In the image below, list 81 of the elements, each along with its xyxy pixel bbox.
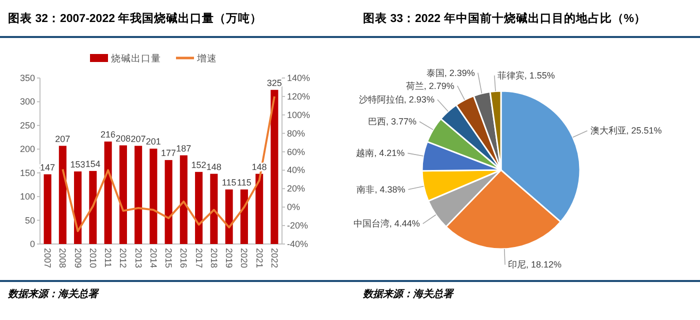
x-tick-label: 2015 xyxy=(164,248,174,268)
x-tick-label: 2018 xyxy=(208,248,219,268)
bar xyxy=(164,160,172,244)
y2-tick-label: 40% xyxy=(287,165,306,176)
slice-label: 印尼, 18.12% xyxy=(508,260,562,270)
chart-title: 图表 32：2007-2022 年我国烧碱出口量（万吨） xyxy=(8,11,262,25)
y-tick-label: 150 xyxy=(20,168,35,178)
x-tick-label: 2014 xyxy=(148,248,158,268)
data-label: 147 xyxy=(40,162,56,172)
y-tick-label: 250 xyxy=(20,120,35,130)
data-label: 201 xyxy=(146,136,161,147)
legend-label: 增速 xyxy=(196,52,217,64)
bar xyxy=(210,174,218,244)
x-tick-label: 2010 xyxy=(88,248,98,268)
bar xyxy=(195,172,203,244)
y2-tick-label: 20% xyxy=(287,184,306,194)
x-tick-label: 2008 xyxy=(58,248,68,268)
data-label: 325 xyxy=(266,78,282,88)
y2-tick-label: 60% xyxy=(287,146,306,157)
data-label: 216 xyxy=(100,130,116,140)
bar xyxy=(44,174,52,244)
bar xyxy=(240,189,248,244)
bar xyxy=(150,148,158,244)
y-tick-label: 350 xyxy=(20,73,35,83)
y-tick-label: 300 xyxy=(20,96,35,107)
source-note: 数据来源：海关总署 xyxy=(7,288,100,300)
data-label: 153 xyxy=(70,159,86,170)
slice-label: 中国台湾, 4.44% xyxy=(353,218,420,229)
y2-tick-label: -20% xyxy=(287,220,308,231)
slice-label: 泰国, 2.39% xyxy=(426,68,475,78)
slice-label: 巴西, 3.77% xyxy=(368,116,416,127)
bar xyxy=(134,146,142,244)
bar xyxy=(58,146,66,244)
slice-label: 越南, 4.21% xyxy=(356,148,405,158)
y2-tick-label: 140% xyxy=(287,73,310,83)
y-tick-label: 50 xyxy=(24,215,35,226)
data-label: 208 xyxy=(116,133,131,144)
y2-tick-label: 80% xyxy=(287,128,306,138)
data-label: 187 xyxy=(176,143,192,154)
data-label: 177 xyxy=(161,148,176,158)
data-label: 115 xyxy=(222,177,236,188)
x-tick-label: 2017 xyxy=(194,248,204,268)
x-tick-label: 2022 xyxy=(269,248,280,268)
slice-label: 沙特阿拉伯, 2.93% xyxy=(358,94,434,105)
x-tick-label: 2013 xyxy=(133,248,144,268)
y-tick-label: 200 xyxy=(20,144,35,154)
source-note: 数据来源：海关总署 xyxy=(362,288,455,300)
bar xyxy=(74,171,82,244)
y2-tick-label: -40% xyxy=(287,239,308,249)
bar xyxy=(119,145,127,244)
legend-label: 烧碱出口量 xyxy=(111,52,161,64)
slice-label: 南非, 4.38% xyxy=(356,184,406,194)
bar xyxy=(225,189,233,244)
bar xyxy=(270,90,278,244)
slice-label: 荷兰, 2.79% xyxy=(406,80,454,91)
data-label: 154 xyxy=(85,158,100,169)
x-tick-label: 2011 xyxy=(103,248,114,268)
y2-tick-label: 120% xyxy=(287,91,310,102)
y-tick-label: 0 xyxy=(30,239,35,249)
bar xyxy=(104,142,112,244)
bar xyxy=(89,170,97,244)
x-tick-label: 2007 xyxy=(42,248,53,268)
slice-label: 菲律宾, 1.55% xyxy=(497,70,555,80)
data-label: 115 xyxy=(237,177,252,188)
y2-tick-label: 0% xyxy=(287,202,300,212)
x-tick-label: 2020 xyxy=(239,248,250,268)
slice-label: 澳大利亚, 25.51% xyxy=(590,126,662,136)
bar xyxy=(180,155,188,244)
bar xyxy=(256,174,264,244)
data-label: 207 xyxy=(130,134,146,144)
chart-title: 图表 33：2022 年中国前十烧碱出口目的地占比（%） xyxy=(363,11,646,25)
x-tick-label: 2016 xyxy=(178,248,189,268)
y-tick-label: 100 xyxy=(20,192,35,202)
data-label: 152 xyxy=(191,160,206,170)
x-tick-label: 2019 xyxy=(224,248,234,268)
data-label: 148 xyxy=(206,162,222,172)
data-label: 207 xyxy=(55,134,70,144)
x-tick-label: 2021 xyxy=(254,248,264,268)
y2-tick-label: 100% xyxy=(287,110,310,120)
x-tick-label: 2012 xyxy=(118,248,128,268)
x-tick-label: 2009 xyxy=(72,248,83,268)
